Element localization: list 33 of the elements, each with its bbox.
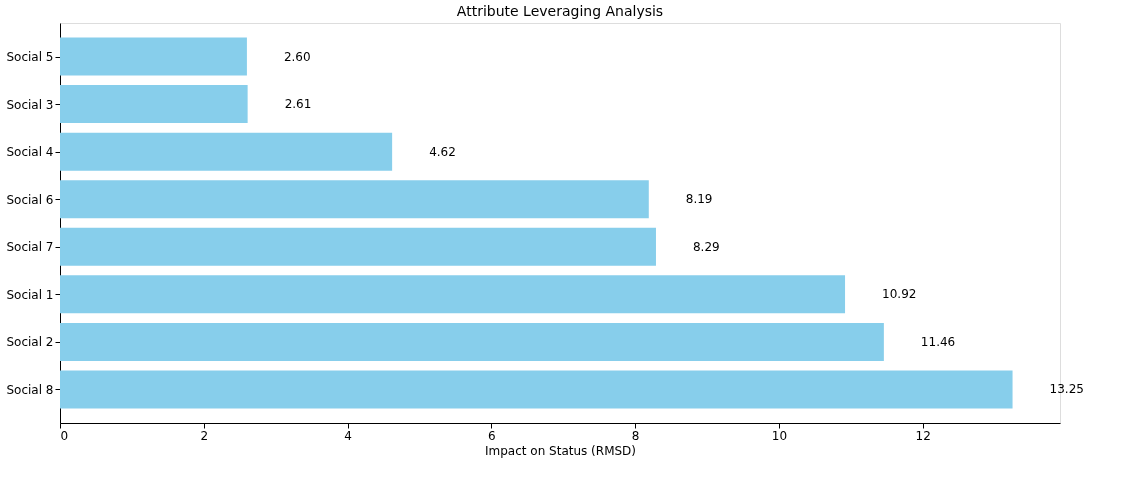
data-label: 8.19: [685, 192, 713, 207]
y-tick-label: Social 2: [6, 335, 54, 350]
x-tick-label: 12: [915, 428, 931, 443]
y-tick-label: Social 5: [6, 50, 54, 65]
y-tick-label: Social 3: [6, 97, 54, 112]
data-label: 4.62: [429, 144, 456, 159]
bar: [60, 180, 649, 219]
data-label: 10.92: [882, 287, 917, 302]
bar: [60, 370, 1013, 409]
data-label: 2.61: [284, 97, 312, 112]
x-tick-label: 0: [60, 428, 69, 443]
y-tick-label: Social 4: [6, 145, 54, 160]
y-tick-label: Social 7: [6, 240, 54, 255]
chart-title: Attribute Leveraging Analysis: [456, 3, 664, 19]
data-label: 8.29: [692, 239, 720, 254]
bar: [60, 37, 247, 76]
x-tick-label: 8: [631, 428, 640, 443]
x-tick-label: 10: [771, 428, 788, 443]
bar: [60, 322, 884, 361]
data-label: 13.25: [1049, 382, 1084, 397]
bar: [60, 132, 393, 171]
y-tick-label: Social 6: [6, 192, 54, 207]
x-tick-label: 2: [200, 428, 209, 443]
y-tick-label: Social 1: [6, 287, 54, 302]
data-label: 2.60: [283, 49, 311, 64]
bar: [60, 227, 656, 266]
x-tick-label: 4: [344, 428, 352, 443]
x-axis-title: Impact on Status (RMSD): [484, 443, 637, 458]
bar: [60, 275, 846, 314]
x-tick-label: 6: [488, 428, 496, 443]
bar: [60, 85, 248, 124]
y-tick-label: Social 8: [6, 382, 54, 397]
data-label: 11.46: [920, 334, 956, 349]
